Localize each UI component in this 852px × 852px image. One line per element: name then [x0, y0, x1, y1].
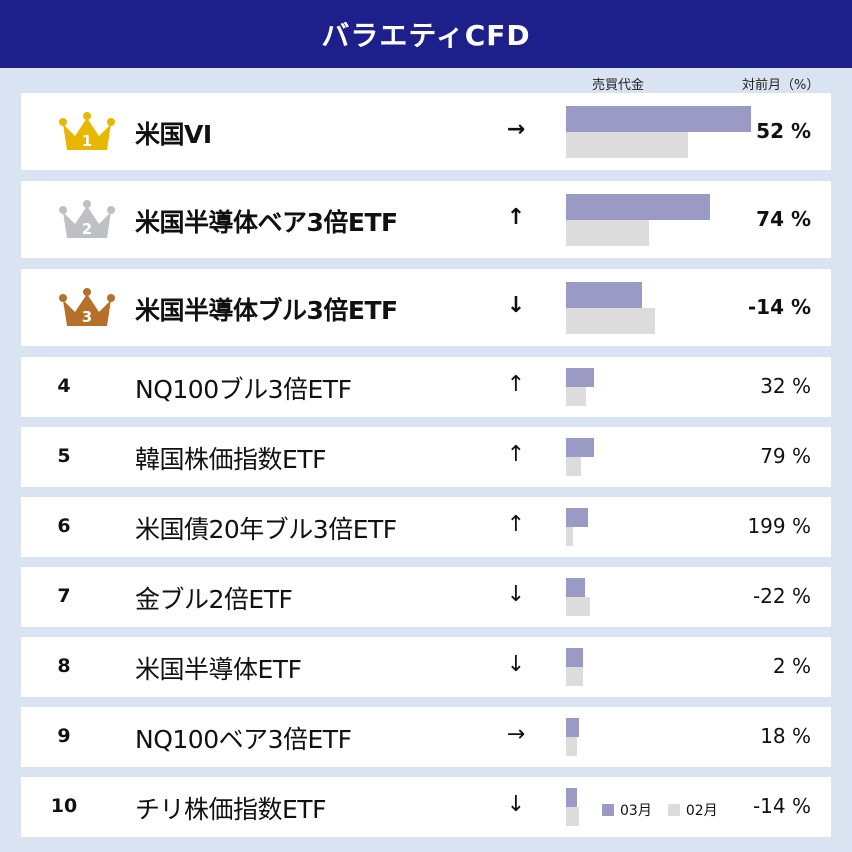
rank-number: 5 [57, 445, 71, 467]
rank-number: 10 [50, 795, 78, 817]
rank-number: 3 [82, 308, 92, 326]
trend-arrow-icon: → [506, 116, 526, 142]
rank-number: 6 [57, 515, 71, 537]
bar-previous [566, 131, 689, 158]
rank-number: 2 [82, 220, 92, 238]
category-label: チリ株価指数ETF [135, 795, 326, 824]
trend-arrow-icon: ↑ [506, 372, 526, 397]
ranking-row: 3 米国半導体ブル3倍ETF ↓ -14 % [21, 269, 831, 346]
mom-percent: 2 % [772, 654, 811, 678]
bar-current [566, 578, 585, 597]
legend-current-label: 03月 [620, 803, 652, 819]
legend-previous-swatch [667, 804, 680, 816]
trend-arrow-icon: ↑ [506, 512, 526, 537]
trend-arrow-icon: → [506, 722, 526, 747]
trend-arrow-icon: ↑ [506, 442, 526, 467]
rank-number: 7 [57, 585, 71, 607]
bar-previous [566, 527, 574, 546]
trend-arrow-icon: ↓ [506, 652, 526, 677]
bar-previous [566, 387, 587, 406]
rank-number: 9 [57, 725, 71, 747]
bar-current [566, 193, 711, 220]
legend: 03月 02月 [602, 800, 718, 820]
rank-number: 4 [57, 375, 71, 397]
bar-current [566, 788, 578, 807]
category-label: 米国債20年ブル3倍ETF [135, 515, 397, 544]
crown-gold-icon: 1 [59, 111, 115, 150]
mom-percent: 52 % [756, 118, 811, 143]
mom-percent: 18 % [760, 724, 811, 748]
category-label: 米国半導体ETF [135, 655, 302, 684]
ranking-row: 2 米国半導体ベア3倍ETF ↑ 74 % [21, 181, 831, 258]
category-label: NQ100ブル3倍ETF [135, 375, 352, 404]
bar-current [566, 105, 751, 132]
bar-current [566, 508, 589, 527]
rank-number: 1 [82, 132, 92, 150]
crown-silver-icon: 2 [59, 199, 115, 238]
rank-number: 8 [57, 655, 71, 677]
mom-percent: -22 % [752, 584, 811, 608]
ranking-row: 1 米国VI → 52 % [21, 93, 831, 170]
mom-percent: -14 % [752, 794, 811, 818]
trend-arrow-icon: ↓ [506, 582, 526, 607]
trend-arrow-icon: ↓ [506, 792, 526, 817]
ranking-row: 5 韓国株価指数ETF ↑ 79 % [21, 427, 831, 487]
category-label: 韓国株価指数ETF [135, 445, 326, 474]
ranking-row: 4 NQ100ブル3倍ETF ↑ 32 % [21, 357, 831, 417]
category-label: 米国半導体ベア3倍ETF [135, 207, 398, 237]
ranking-row: 7 金ブル2倍ETF ↓ -22 % [21, 567, 831, 627]
bar-current [566, 281, 642, 308]
mom-percent: 32 % [760, 374, 811, 398]
chart-title: バラエティCFD [0, 0, 852, 68]
mom-percent: -14 % [747, 294, 811, 319]
category-label: 米国VI [135, 119, 212, 149]
bar-previous [566, 219, 650, 246]
mom-percent: 74 % [756, 206, 811, 231]
category-label: 金ブル2倍ETF [135, 585, 293, 614]
category-label: NQ100ベア3倍ETF [135, 725, 352, 754]
legend-previous-label: 02月 [685, 803, 718, 819]
ranking-row: 6 米国債20年ブル3倍ETF ↑ 199 % [21, 497, 831, 557]
legend-current-swatch [602, 804, 614, 816]
volume-column-header: 売買代金 [592, 78, 645, 93]
bar-previous [566, 667, 583, 686]
mom-column-header: 対前月（%） [742, 78, 820, 93]
bar-current [566, 718, 579, 737]
ranking-row: 9 NQ100ベア3倍ETF → 18 % [21, 707, 831, 767]
bar-current [566, 368, 594, 387]
bar-previous [566, 737, 578, 756]
mom-percent: 199 % [747, 514, 811, 538]
bar-previous [566, 457, 581, 476]
trend-arrow-icon: ↓ [506, 292, 526, 318]
category-label: 米国半導体ブル3倍ETF [135, 295, 398, 325]
trend-arrow-icon: ↑ [506, 204, 526, 230]
crown-bronze-icon: 3 [59, 287, 115, 326]
bar-previous [566, 307, 655, 334]
bar-previous [566, 597, 591, 616]
bar-current [566, 648, 583, 667]
bar-current [566, 438, 594, 457]
ranking-row: 10 チリ株価指数ETF ↓ -14 % [21, 777, 831, 837]
bar-previous [566, 807, 579, 826]
mom-percent: 79 % [760, 444, 811, 468]
ranking-row: 8 米国半導体ETF ↓ 2 % [21, 637, 831, 697]
